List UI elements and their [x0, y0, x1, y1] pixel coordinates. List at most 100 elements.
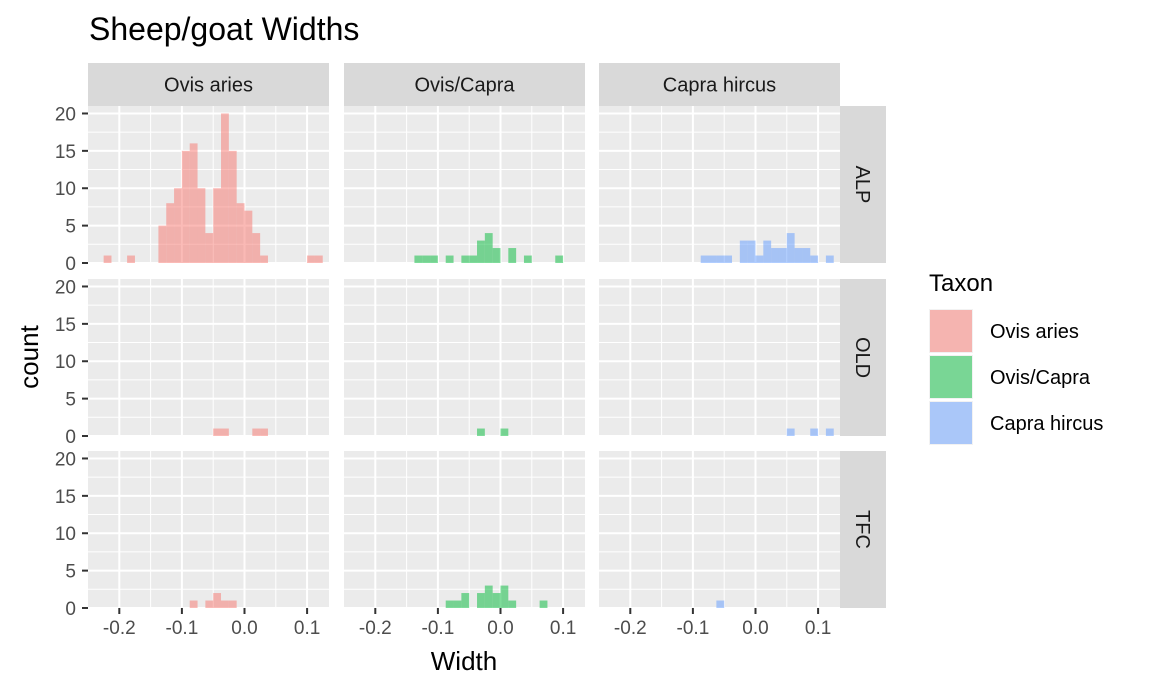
strip-alp: ALP	[840, 106, 886, 263]
legend-label: Capra hircus	[990, 413, 1103, 435]
histogram-bar	[236, 203, 245, 263]
histogram-bar	[189, 600, 198, 608]
histogram-bar	[802, 248, 811, 263]
histogram-bar	[213, 428, 222, 436]
panel-background	[88, 451, 329, 608]
y-tick-label: 15	[55, 487, 76, 508]
histogram-bar	[716, 600, 725, 608]
strip-background	[840, 451, 886, 608]
x-tick-label: 0.0	[742, 618, 768, 639]
histogram-bar	[500, 428, 509, 436]
strip-label: TFC	[851, 510, 873, 549]
histogram-bar	[508, 600, 517, 608]
histogram-bar	[260, 428, 268, 436]
histogram-bar	[197, 188, 206, 263]
x-tick-label: -0.1	[677, 618, 710, 639]
x-tick-label: -0.2	[359, 618, 392, 639]
x-tick-label: 0.0	[487, 618, 513, 639]
histogram-bar	[794, 248, 803, 263]
histogram-bar	[445, 255, 454, 263]
strip-old: OLD	[840, 279, 886, 436]
panel-old-ovis-capra	[344, 279, 585, 437]
facet-strips: Ovis aries Ovis/Capra Capra hircus ALP OLD TF…	[88, 63, 886, 608]
panel-background	[599, 106, 840, 263]
histogram-bar	[539, 600, 548, 608]
strip-background	[840, 279, 886, 436]
histogram-bar	[523, 255, 532, 263]
histogram-bar	[422, 255, 431, 263]
panel-alp-ovis-capra	[344, 106, 585, 264]
histogram-bar	[786, 428, 795, 436]
histogram-bar	[477, 428, 485, 436]
strip-ovis-aries: Ovis aries	[88, 63, 329, 106]
panel-background	[344, 451, 585, 608]
histogram-bar	[221, 113, 229, 263]
histogram-bar	[810, 255, 819, 263]
y-tick-label: 15	[55, 142, 76, 163]
facet-panels	[88, 106, 840, 609]
strip-background	[840, 106, 886, 263]
y-tick-label: 15	[55, 315, 76, 336]
panel-tfc-ovis-aries	[88, 451, 329, 609]
histogram-bar	[786, 233, 795, 263]
x-tick-label: -0.1	[166, 618, 199, 639]
panel-alp-ovis-aries	[88, 106, 329, 264]
y-axis-label: count	[14, 324, 44, 388]
histogram-bar	[755, 255, 764, 263]
y-tick-label: 10	[55, 179, 76, 200]
legend: Taxon Ovis aries Ovis/Capra Capra hircus	[929, 270, 1103, 445]
panel-old-ovis-aries	[88, 279, 329, 437]
x-tick-label: 0.1	[550, 618, 576, 639]
panel-tfc-ovis-capra	[344, 451, 585, 609]
histogram-bar	[307, 255, 315, 263]
y-tick-label: 0	[65, 254, 76, 275]
histogram-bar	[708, 255, 717, 263]
histogram-bar	[181, 150, 190, 263]
panel-tfc-capra-hircus	[599, 451, 840, 609]
histogram-bar	[477, 240, 485, 263]
y-axis-alp: 0 5 10 15 20	[55, 104, 88, 275]
histogram-bar	[825, 428, 834, 436]
legend-label: Ovis/Capra	[990, 367, 1091, 389]
y-tick-label: 10	[55, 524, 76, 545]
strip-label: ALP	[851, 166, 873, 204]
strip-label: Capra hircus	[663, 75, 776, 97]
y-tick-label: 0	[65, 599, 76, 620]
histogram-bar	[747, 240, 756, 263]
histogram-bar	[205, 600, 214, 608]
legend-entry-ovis-capra: Ovis/Capra	[929, 355, 1091, 399]
histogram-bar	[103, 255, 112, 263]
histogram-bar	[771, 248, 779, 263]
strip-label: Ovis aries	[164, 75, 253, 97]
histogram-bar	[484, 233, 493, 263]
y-tick-label: 5	[65, 562, 76, 583]
x-tick-label: -0.2	[614, 618, 647, 639]
panel-background	[344, 106, 585, 263]
histogram-bar	[221, 428, 229, 436]
x-tick-label: 0.0	[231, 618, 257, 639]
y-tick-label: 20	[55, 104, 76, 125]
histogram-bar	[158, 225, 167, 263]
panel-background	[599, 451, 840, 608]
x-axis-capra-hircus: -0.2 -0.1 0.0 0.1	[614, 608, 831, 639]
legend-label: Ovis aries	[990, 321, 1079, 343]
histogram-bar	[314, 255, 323, 263]
panel-background	[344, 279, 585, 436]
y-axis-tfc: 0 5 10 15 20	[55, 449, 88, 620]
histogram-bar	[221, 600, 229, 608]
histogram-bar	[500, 585, 509, 608]
histogram-bar	[477, 593, 485, 608]
histogram-bar	[492, 248, 501, 263]
histogram-bar	[716, 255, 725, 263]
legend-entry-capra-hircus: Capra hircus	[929, 401, 1103, 445]
y-tick-label: 5	[65, 217, 76, 238]
strip-background	[344, 63, 585, 106]
y-tick-label: 10	[55, 352, 76, 373]
panel-background	[599, 279, 840, 436]
histogram-bar	[461, 593, 470, 608]
legend-title: Taxon	[929, 270, 993, 297]
histogram-bar	[778, 248, 787, 263]
panel-old-capra-hircus	[599, 279, 840, 437]
